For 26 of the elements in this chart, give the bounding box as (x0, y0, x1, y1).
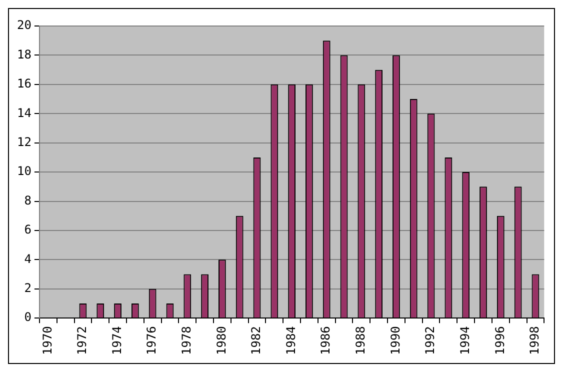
y-tick-label: 10 (16, 164, 32, 178)
x-tick-label: 1992 (423, 326, 438, 356)
y-tick-label: 18 (16, 47, 32, 62)
y-tick-label: 20 (16, 18, 32, 32)
x-tick-label: 1998 (528, 326, 542, 356)
x-tick-label: 1974 (110, 326, 124, 356)
x-tick-label: 1970 (40, 326, 54, 356)
x-tick-label: 1996 (492, 326, 507, 356)
y-tick-label: 4 (24, 252, 32, 266)
y-tick-label: 12 (16, 134, 32, 149)
y-tick-label: 2 (24, 281, 32, 296)
y-tick-label: 8 (24, 193, 32, 208)
x-tick-label: 1984 (284, 326, 298, 356)
x-tick-label: 1978 (180, 326, 194, 356)
x-tick-label: 1990 (388, 326, 402, 356)
y-tick-label: 16 (16, 76, 32, 91)
x-tick-label: 1982 (249, 326, 264, 356)
x-tick-label: 1980 (214, 326, 228, 356)
x-tick-label: 1988 (354, 326, 368, 356)
y-tick-label: 6 (24, 222, 32, 237)
x-tick-label: 1986 (318, 326, 333, 356)
y-tick-label: 0 (24, 310, 32, 324)
y-tick-label: 14 (16, 106, 32, 120)
x-tick-label: 1994 (458, 326, 472, 356)
x-tick-label: 1972 (75, 326, 90, 356)
x-tick-label: 1976 (144, 326, 159, 356)
